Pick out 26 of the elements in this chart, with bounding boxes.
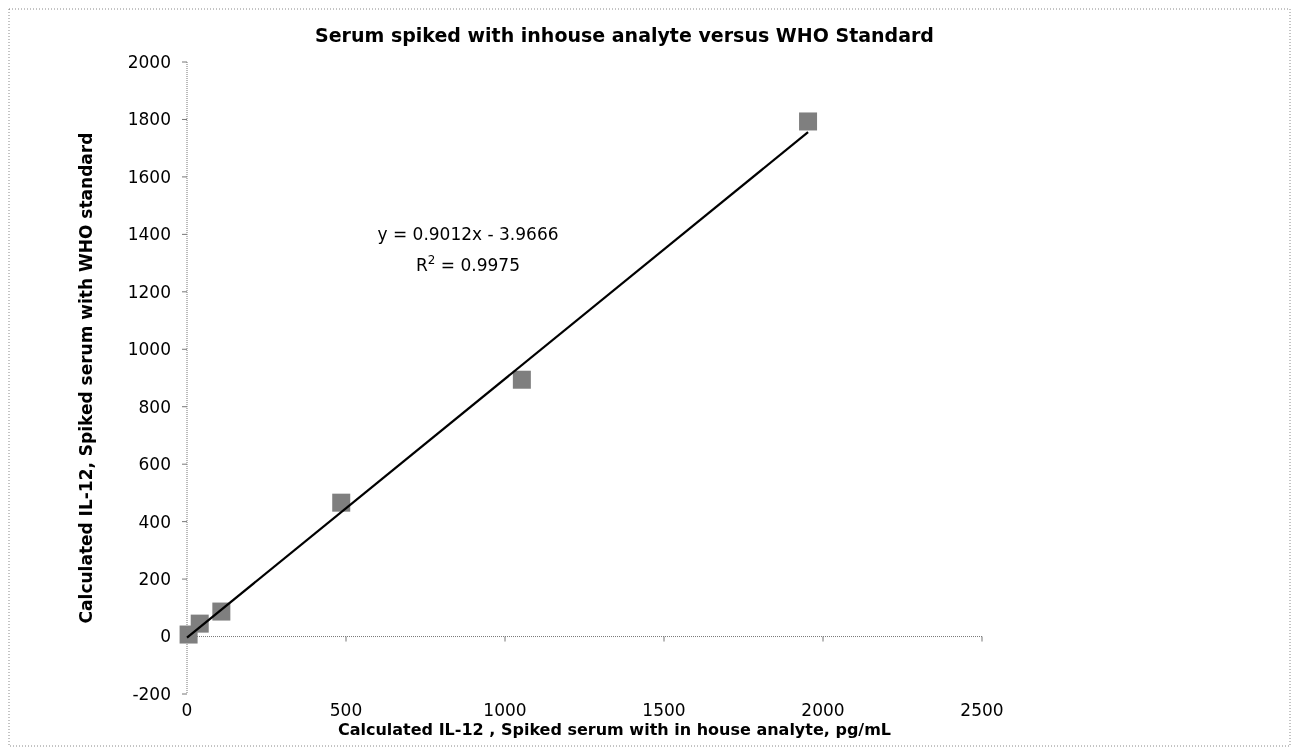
x-axis-title: Calculated IL-12 , Spiked serum with in house analyte, pg/mL xyxy=(337,720,892,739)
y-tick-label: 1600 xyxy=(127,166,171,187)
y-tick-label: -200 xyxy=(132,683,171,704)
y-tick-label: 200 xyxy=(138,569,171,590)
x-tick-label: 1500 xyxy=(642,700,686,720)
y-tick-label: 1000 xyxy=(127,339,171,360)
point xyxy=(799,112,818,131)
point xyxy=(512,370,531,389)
x-tick-label: 1000 xyxy=(483,700,527,720)
y-tick-label: 1400 xyxy=(127,224,171,245)
y-tick-label: 800 xyxy=(138,396,171,417)
y-tick-label: 0 xyxy=(160,626,171,647)
x-tick-label: 2000 xyxy=(801,700,845,720)
y-tick-label: 400 xyxy=(138,511,171,532)
annotation: R$^{2}$ = 0.9975 xyxy=(416,253,520,275)
x-tick-label: 2500 xyxy=(960,700,1004,720)
y-tick-label: 2000 xyxy=(127,51,171,72)
annotation: y = 0.9012x - 3.9666 xyxy=(377,224,559,244)
y-tick-label: 1200 xyxy=(127,281,171,302)
chart-title: Serum spiked with inhouse analyte versus WHO Standard xyxy=(315,24,934,46)
y-tick-label: 1800 xyxy=(127,109,171,130)
point xyxy=(332,493,351,512)
y-tick-label: 600 xyxy=(138,454,171,475)
y-axis-title: Calculated IL-12, Spiked serum with WHO standard xyxy=(76,132,96,624)
x-tick-label: 0 xyxy=(181,700,193,720)
x-tick-label: 500 xyxy=(329,700,363,720)
